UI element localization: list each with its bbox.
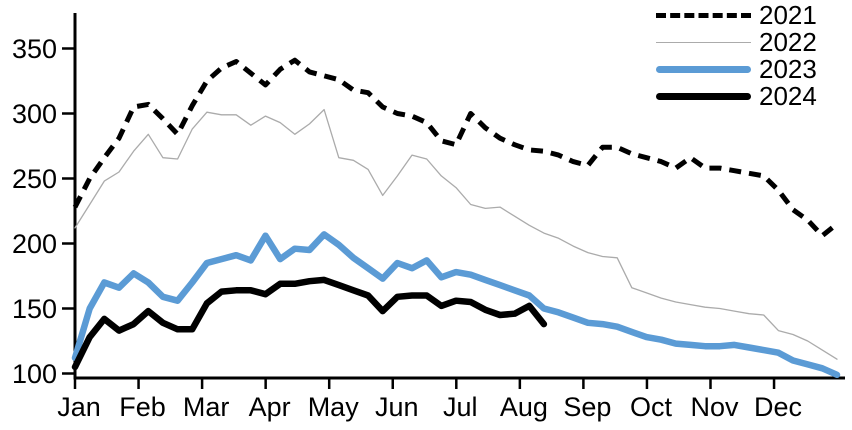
legend-label-2021: 2021 (759, 0, 817, 30)
legend-label-2023: 2023 (759, 54, 817, 84)
legend-swatch-2021 (656, 13, 751, 18)
x-axis-label-mar: Mar (183, 392, 230, 422)
y-axis-label-100: 100 (12, 359, 57, 389)
y-axis-label-300: 300 (12, 99, 57, 129)
x-axis-label-jun: Jun (375, 392, 419, 422)
x-axis-label-sep: Sep (563, 392, 611, 422)
series-line-2023 (71, 231, 841, 379)
x-axis-label-feb: Feb (119, 392, 166, 422)
legend-swatch-2023 (656, 66, 751, 73)
y-axis-label-200: 200 (12, 229, 57, 259)
legend-swatch-2024 (656, 93, 751, 100)
legend-item-2022: 2022 (656, 29, 817, 56)
x-axis-label-jul: Jul (443, 392, 478, 422)
y-axis-label-150: 150 (12, 294, 57, 324)
x-axis-label-dec: Dec (754, 392, 802, 422)
series-line-2024 (71, 276, 548, 371)
legend-swatch-2022 (656, 41, 751, 44)
legend-label-2022: 2022 (759, 27, 817, 57)
legend-label-2024: 2024 (759, 81, 817, 111)
y-axis-label-350: 350 (12, 34, 57, 64)
y-axis-label-250: 250 (12, 164, 57, 194)
x-axis-label-apr: Apr (249, 392, 291, 422)
series-line-2021 (72, 57, 839, 239)
x-axis-label-may: May (308, 392, 360, 422)
x-axis-label-oct: Oct (630, 392, 673, 422)
series-line-2022 (74, 108, 838, 360)
legend: 2021 2022 2023 2024 (656, 2, 817, 110)
x-axis-label-aug: Aug (500, 392, 548, 422)
x-axis-label-nov: Nov (690, 392, 739, 422)
x-axis-label-jan: Jan (57, 392, 101, 422)
legend-item-2021: 2021 (656, 2, 817, 29)
legend-item-2024: 2024 (656, 83, 817, 110)
legend-item-2023: 2023 (656, 56, 817, 83)
